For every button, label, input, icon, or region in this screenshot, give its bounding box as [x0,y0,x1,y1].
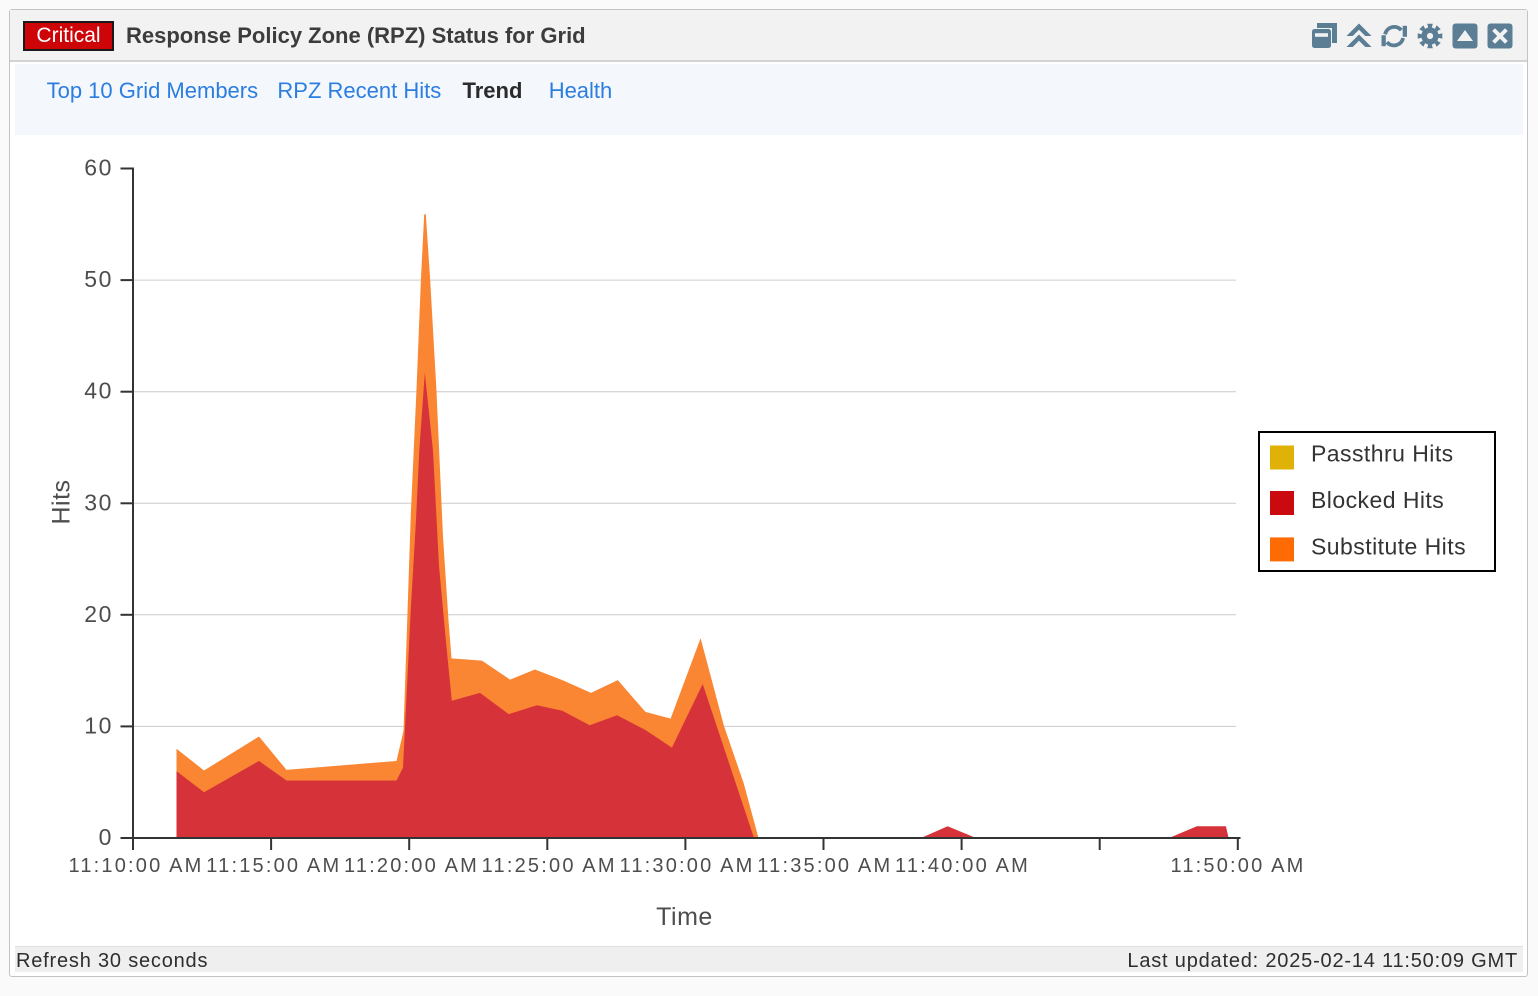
svg-text:11:50:00 AM: 11:50:00 AM [1170,855,1305,877]
svg-text:Passthru Hits: Passthru Hits [1311,441,1454,467]
svg-text:11:30:00 AM: 11:30:00 AM [619,855,754,877]
svg-text:Blocked Hits: Blocked Hits [1311,487,1444,513]
svg-text:11:40:00 AM: 11:40:00 AM [895,855,1030,877]
svg-text:40: 40 [84,378,113,404]
svg-text:10: 10 [84,712,113,738]
svg-text:11:25:00 AM: 11:25:00 AM [482,855,617,877]
svg-text:11:35:00 AM: 11:35:00 AM [757,855,892,877]
svg-text:11:20:00 AM: 11:20:00 AM [344,855,479,877]
svg-text:50: 50 [84,266,113,292]
svg-text:Time: Time [656,903,713,931]
svg-text:11:10:00 AM: 11:10:00 AM [68,855,203,877]
svg-text:Substitute Hits: Substitute Hits [1311,534,1466,560]
svg-text:30: 30 [84,489,113,515]
svg-text:60: 60 [84,155,113,181]
svg-text:0: 0 [99,824,113,850]
svg-text:11:15:00 AM: 11:15:00 AM [206,855,341,877]
svg-text:Hits: Hits [48,479,76,524]
svg-text:20: 20 [84,601,113,627]
